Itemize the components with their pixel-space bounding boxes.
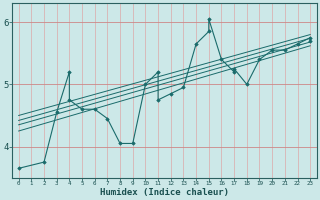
X-axis label: Humidex (Indice chaleur): Humidex (Indice chaleur) (100, 188, 229, 197)
